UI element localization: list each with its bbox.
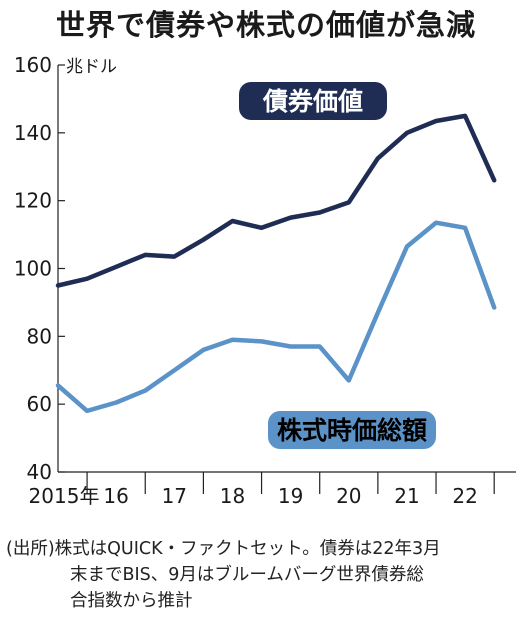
chart-title: 世界で債券や株式の価値が急減 [55, 8, 476, 42]
series-line-0 [55, 113, 497, 288]
series-label-0: 債券価値 [262, 87, 363, 116]
series-label-box-1 [268, 411, 436, 449]
y-tick-label: 40 [27, 460, 52, 484]
x-tick-label: 16 [103, 484, 128, 508]
x-tick-labels: 2015年 16 17 18 19 20 21 22 [29, 484, 478, 508]
y-tick-label: 100 [14, 257, 52, 281]
series-line-1 [55, 220, 497, 414]
series-label-box-0 [239, 82, 387, 120]
x-tick-label: 18 [220, 484, 245, 508]
x-tick-label: 21 [394, 484, 419, 508]
y-tick-label: 60 [27, 392, 52, 416]
unit-label: 兆ドル [66, 57, 117, 77]
source-note: (出所)株式はQUICK・ファクトセット。債券は22年3月 末までBIS、9月は… [6, 536, 528, 614]
x-tick-label: 17 [162, 484, 187, 508]
series-lines [55, 113, 497, 414]
x-tick-label: 22 [452, 484, 477, 508]
series-label-1: 株式時価総額 [277, 416, 427, 445]
source-line-2: 末までBIS、9月はブルームバーグ世界債券総 [70, 565, 424, 585]
x-tick-label: 2015年 [29, 484, 100, 508]
chart-axes [57, 64, 516, 494]
x-tick-label: 20 [336, 484, 361, 508]
x-tick-label: 19 [278, 484, 303, 508]
y-tick-label: 120 [14, 189, 52, 213]
y-tick-labels: 160 140 120 100 80 60 40 兆ドル [14, 53, 117, 484]
y-tick-label: 80 [27, 324, 52, 348]
y-tick-label: 160 [14, 53, 52, 77]
y-tick-label: 140 [14, 121, 52, 145]
source-line-1: (出所)株式はQUICK・ファクトセット。債券は22年3月 [6, 539, 441, 559]
source-line-3: 合指数から推計 [70, 591, 193, 611]
